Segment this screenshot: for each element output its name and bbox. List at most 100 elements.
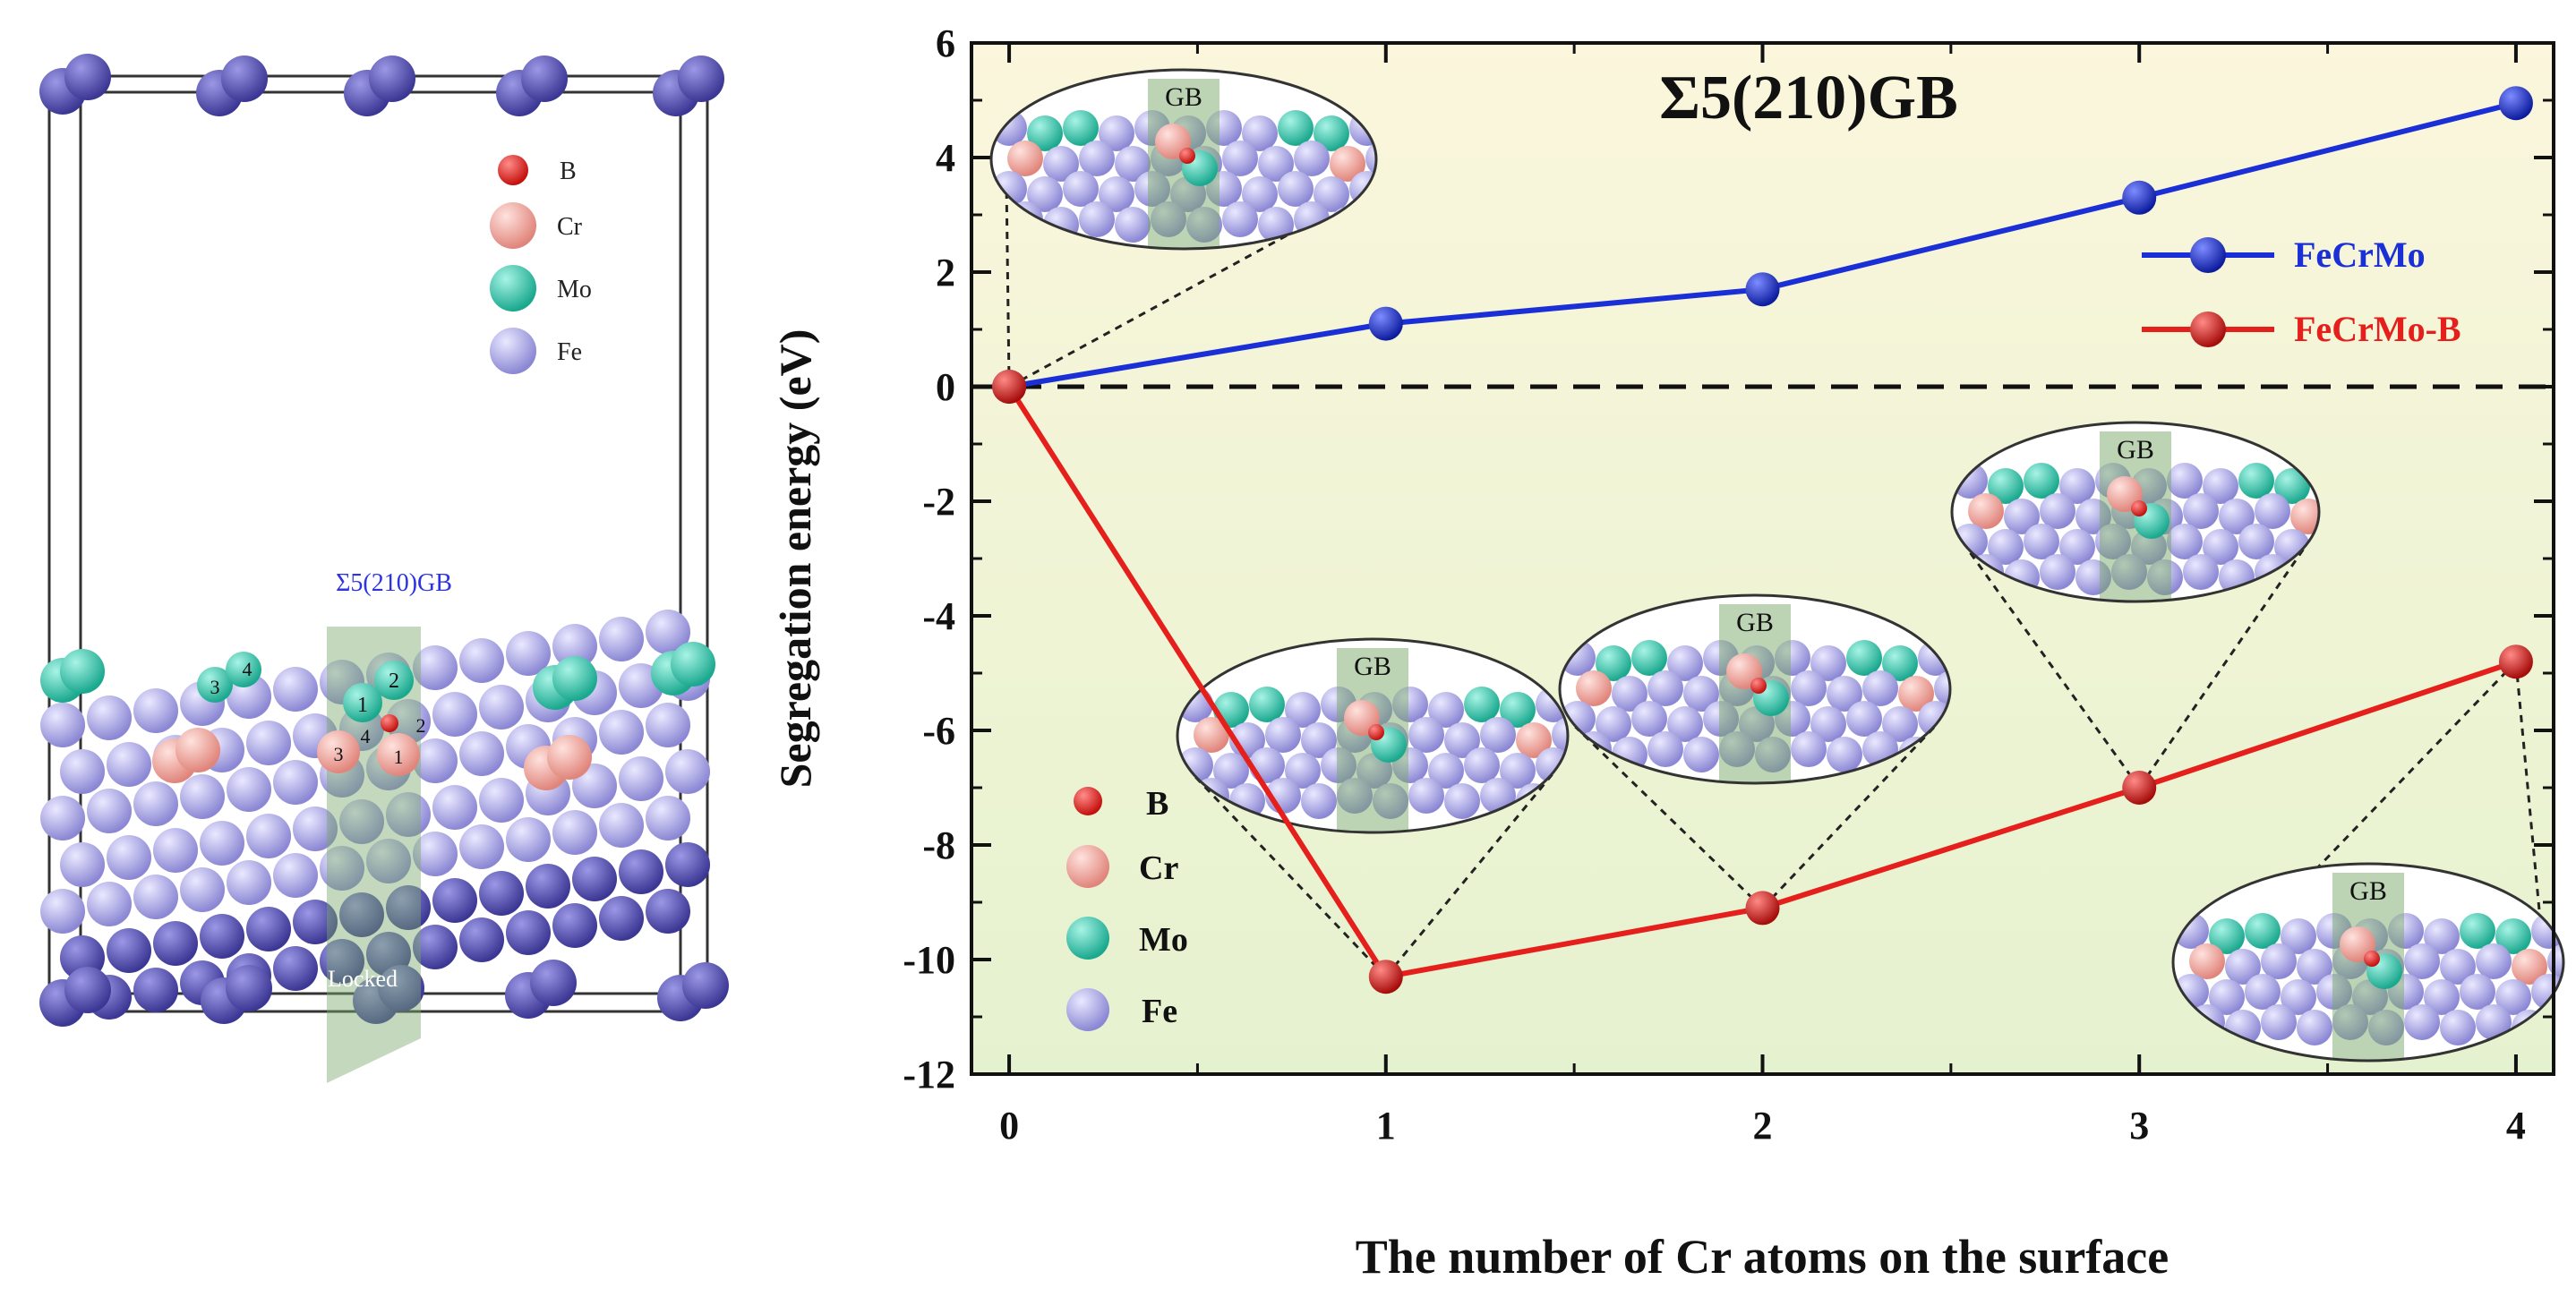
inset-atom [2512, 949, 2547, 985]
fe-atom [552, 624, 597, 669]
inset-atom [2203, 468, 2238, 504]
fe-atom [599, 617, 644, 661]
data-point-FeCrMo [2122, 180, 2157, 215]
site-number-4-top: 4 [243, 658, 252, 680]
x-tick-label: 2 [1753, 1104, 1773, 1148]
fe-atom-top [521, 55, 568, 102]
inset-atom [1791, 731, 1827, 767]
inset-atom [2255, 493, 2290, 529]
inset-atom [1301, 722, 1337, 758]
fe-atom [273, 667, 318, 712]
inset-atom [1099, 176, 1134, 212]
inset-ellipse-border [1950, 421, 2321, 603]
inset-atom [2131, 500, 2147, 516]
site-number-2-top: 2 [389, 670, 399, 693]
legend-fecrmo-marker [2190, 237, 2226, 273]
y-tick-labels: 6 4 2 0 -2 -4 -6 -8 -10 -12 [903, 21, 955, 1096]
inset-atoms [1560, 604, 1950, 783]
inset-leader-line [1005, 194, 1011, 388]
inset-atom [1285, 753, 1321, 789]
inset-leader-line [1761, 725, 1936, 909]
inset-atom [2059, 468, 2095, 504]
fe-atom [479, 778, 524, 823]
fe-atom [413, 925, 458, 969]
fe-atom [227, 767, 271, 812]
inset-ellipse-border [989, 68, 1378, 251]
inset-atom [2424, 979, 2460, 1015]
inset-atom [1063, 171, 1099, 207]
inset-leader-line [2137, 547, 2306, 789]
inset-atom [1810, 645, 1846, 681]
fe-atom-top [64, 54, 111, 100]
data-point-FeCrMo [1368, 306, 1403, 341]
legend-b-label: B [560, 158, 577, 185]
inset-atom [1882, 706, 1918, 742]
fe-atom-top [369, 55, 415, 102]
inset-atom [2424, 918, 2460, 954]
inset-atom [1444, 783, 1480, 819]
y-tick-label: 6 [936, 21, 955, 65]
inset-atom [1647, 731, 1683, 767]
inset-atom [1115, 146, 1151, 182]
fe-atom [432, 878, 477, 923]
inset-atom [1301, 783, 1337, 819]
fe-atom [133, 781, 178, 826]
inset-atom [1428, 692, 1464, 728]
inset-atom [1750, 678, 1767, 694]
inset-atom [1647, 670, 1683, 706]
mo-atom [552, 656, 597, 701]
inset-atom [2004, 499, 2040, 534]
x-tick-label: 4 [2506, 1104, 2526, 1148]
inset-atom [1810, 706, 1846, 742]
inset-atom [2167, 524, 2203, 559]
fe-atom [293, 900, 338, 944]
inset-atom [2440, 949, 2476, 985]
fe-atom [646, 703, 690, 747]
inset-atom [1631, 640, 1667, 676]
inset-atom [2040, 493, 2075, 529]
inset-atom [1222, 141, 1258, 176]
data-point-FeCrMo [1745, 272, 1780, 307]
legend-fe-label: Fe [557, 338, 582, 366]
inset-atom [2460, 913, 2495, 949]
inset-atom [1258, 207, 1294, 243]
inset-ellipse-border [1558, 593, 1952, 785]
inset-atom [1846, 640, 1882, 676]
inset-atom [1258, 146, 1294, 182]
inset-atom [2495, 918, 2531, 954]
inset-atom [1294, 141, 1330, 176]
inset-atom [1314, 115, 1349, 151]
y-tick-label: -8 [922, 823, 955, 867]
inset-atom [1846, 701, 1882, 737]
series-layer [992, 86, 2533, 994]
fe-atom [552, 810, 597, 855]
fe-atom [646, 889, 690, 934]
inset-atom [1213, 753, 1249, 789]
chart-title: Σ5(210)GB [1659, 64, 1958, 132]
fe-atom-bottom [682, 962, 729, 1009]
data-point-FeCrMo-B [992, 370, 1027, 404]
fe-atom [665, 842, 710, 887]
inset-atom [2024, 524, 2059, 559]
inset-atom [2281, 918, 2316, 954]
site-number-2-low: 2 [416, 714, 426, 737]
data-point-FeCrMo-B [1368, 960, 1403, 994]
fe-atom [459, 731, 504, 776]
site-number-1-low: 1 [394, 746, 404, 768]
inset-atom [1179, 148, 1195, 164]
fe-atom [320, 846, 364, 891]
inset-atom [2024, 463, 2059, 499]
inset-atom [1249, 687, 1285, 722]
inset-atom [1464, 747, 1500, 783]
fe-atom [432, 785, 477, 830]
y-tick-label: -2 [922, 480, 955, 524]
x-tick-label: 1 [1376, 1104, 1396, 1148]
inset-atom [2245, 913, 2281, 949]
inset-gb-label: GB [2349, 876, 2387, 906]
gb-label: Σ5(210)GB [336, 569, 452, 597]
inset-leader-line [1384, 773, 1553, 978]
inset-atom [2219, 499, 2255, 534]
inset-atom [1862, 670, 1898, 706]
inset-atom [1194, 717, 1229, 753]
cr-atom-1 [377, 733, 420, 776]
